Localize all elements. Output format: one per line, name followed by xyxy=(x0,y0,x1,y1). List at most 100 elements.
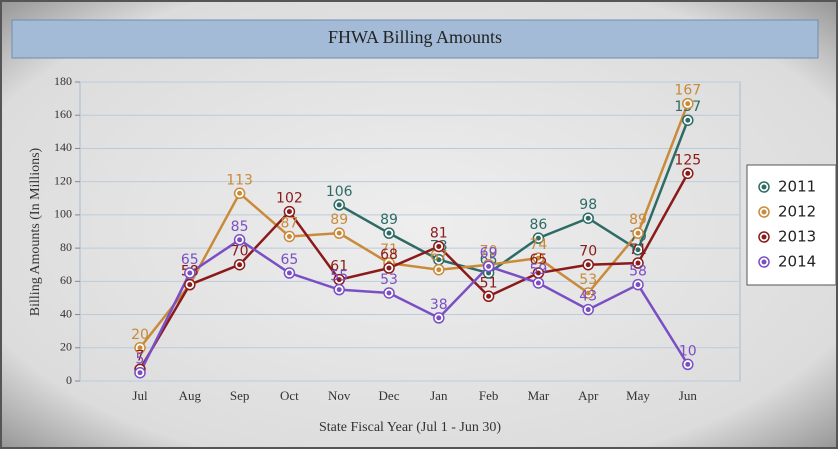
chart-title: FHWA Billing Amounts xyxy=(328,27,502,47)
legend-label: 2014 xyxy=(778,253,816,271)
point-center xyxy=(685,101,691,107)
point-center xyxy=(286,209,292,215)
data-label: 53 xyxy=(579,272,597,288)
x-tick-label: Feb xyxy=(479,388,499,403)
data-label: 125 xyxy=(674,152,701,168)
point-center xyxy=(635,282,641,288)
data-label: 10 xyxy=(679,343,697,359)
data-label: 55 xyxy=(330,269,348,285)
point-center xyxy=(635,247,641,253)
point-center xyxy=(535,270,541,276)
point-center xyxy=(336,230,342,236)
legend-marker-center xyxy=(761,184,767,190)
data-label: 71 xyxy=(629,242,647,258)
point-center xyxy=(535,235,541,241)
data-label: 53 xyxy=(380,272,398,288)
point-center xyxy=(386,230,392,236)
point-center xyxy=(187,270,193,276)
data-label: 167 xyxy=(674,83,701,99)
x-tick-label: Jan xyxy=(430,388,448,403)
point-center xyxy=(585,262,591,268)
point-center xyxy=(237,237,243,243)
x-tick-label: Jun xyxy=(679,388,698,403)
point-center xyxy=(336,277,342,283)
point-center xyxy=(436,267,442,273)
point-center xyxy=(286,270,292,276)
data-label: 65 xyxy=(181,252,199,268)
point-center xyxy=(635,230,641,236)
point-center xyxy=(685,170,691,176)
data-label: 58 xyxy=(629,264,647,280)
data-label: 38 xyxy=(430,297,448,313)
y-tick-label: 100 xyxy=(54,207,72,221)
point-center xyxy=(286,233,292,239)
data-label: 70 xyxy=(579,244,597,260)
x-tick-label: Oct xyxy=(280,388,299,403)
data-label: 89 xyxy=(330,212,348,228)
x-tick-label: Jul xyxy=(132,388,148,403)
y-tick-label: 180 xyxy=(54,74,72,88)
data-label: 7 xyxy=(136,348,145,364)
y-tick-label: 120 xyxy=(54,173,72,187)
data-label: 68 xyxy=(380,247,398,263)
point-center xyxy=(535,280,541,286)
y-tick-label: 0 xyxy=(66,373,72,387)
x-tick-label: Sep xyxy=(230,388,250,403)
point-center xyxy=(137,370,143,376)
data-label: 51 xyxy=(480,275,498,291)
data-label: 59 xyxy=(529,262,547,278)
data-label: 70 xyxy=(480,244,498,260)
data-label: 102 xyxy=(276,191,303,207)
point-center xyxy=(635,260,641,266)
data-label: 74 xyxy=(529,237,547,253)
point-center xyxy=(386,265,392,271)
y-tick-label: 60 xyxy=(60,273,72,287)
legend-marker-center xyxy=(761,234,767,240)
legend-label: 2012 xyxy=(778,203,816,221)
data-label: 89 xyxy=(629,212,647,228)
data-label: 81 xyxy=(430,225,448,241)
data-label: 71 xyxy=(380,242,398,258)
y-tick-label: 140 xyxy=(54,140,72,154)
x-tick-label: May xyxy=(626,388,650,403)
x-tick-label: Dec xyxy=(379,388,400,403)
data-label: 86 xyxy=(529,217,547,233)
x-tick-label: Nov xyxy=(328,388,351,403)
point-center xyxy=(436,243,442,249)
data-label: 98 xyxy=(579,197,597,213)
point-center xyxy=(486,263,492,269)
y-axis-label: Billing Amounts (In Millions) xyxy=(28,147,43,316)
legend-marker-center xyxy=(761,259,767,265)
point-center xyxy=(137,345,143,351)
data-label: 65 xyxy=(280,252,298,268)
data-label: 61 xyxy=(330,259,348,275)
data-label: 65 xyxy=(529,252,547,268)
legend-label: 2013 xyxy=(778,228,816,246)
y-tick-label: 20 xyxy=(60,340,72,354)
point-center xyxy=(685,117,691,123)
data-label: 87 xyxy=(280,215,298,231)
point-center xyxy=(336,202,342,208)
y-tick-label: 160 xyxy=(54,107,72,121)
point-center xyxy=(187,282,193,288)
legend-label: 2011 xyxy=(778,178,816,196)
point-center xyxy=(585,307,591,313)
series-line xyxy=(139,103,689,349)
data-label: 20 xyxy=(131,327,149,343)
point-center xyxy=(535,255,541,261)
data-label: 5 xyxy=(136,352,145,368)
point-center xyxy=(336,287,342,293)
point-center xyxy=(237,262,243,268)
x-tick-label: Apr xyxy=(578,388,599,403)
data-label: 89 xyxy=(380,212,398,228)
point-center xyxy=(585,290,591,296)
title-bar xyxy=(11,19,819,59)
data-label: 43 xyxy=(579,289,597,305)
series-line xyxy=(138,172,689,371)
data-label: 106 xyxy=(326,184,353,200)
data-label: 69 xyxy=(480,245,498,261)
x-tick-label: Mar xyxy=(528,388,550,403)
legend-marker-center xyxy=(761,209,767,215)
